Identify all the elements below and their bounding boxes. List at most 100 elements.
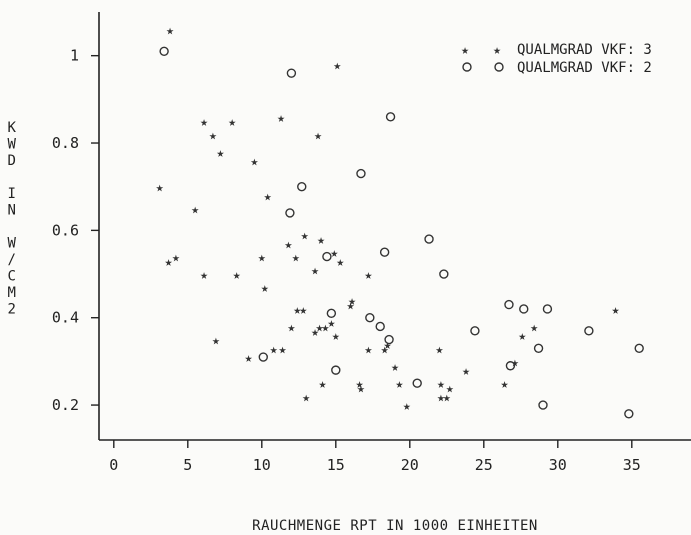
- y-tick-label: 0.6: [52, 221, 79, 239]
- y-axis-title-char: M: [8, 285, 17, 301]
- data-point-star: ★: [311, 325, 319, 340]
- data-point-circle: [365, 313, 375, 323]
- data-point-star: ★: [200, 268, 208, 283]
- data-point-star: ★: [322, 320, 330, 335]
- y-tick-label: 0.2: [52, 396, 79, 414]
- axes-frame: [98, 12, 691, 441]
- data-point-star: ★: [446, 382, 454, 397]
- data-point-star: ★: [443, 390, 451, 405]
- data-point-circle: [285, 208, 295, 218]
- x-tick-label: 15: [327, 456, 345, 474]
- y-axis-title-char: W: [8, 236, 17, 252]
- data-point-circle: [634, 343, 644, 353]
- legend-circle-marker-2: [494, 62, 504, 72]
- data-point-circle: [326, 308, 337, 319]
- data-point-star: ★: [347, 299, 355, 314]
- x-tick-label: 25: [475, 456, 493, 474]
- x-tick-label: 0: [109, 456, 118, 474]
- y-axis-title-char: N: [8, 203, 17, 219]
- data-point-star: ★: [233, 268, 241, 283]
- legend: ★ ★ QUALMGRAD VKF: 3 QUALMGRAD VKF: 2: [461, 42, 652, 76]
- data-point-star: ★: [250, 154, 258, 169]
- data-point-star: ★: [314, 128, 322, 143]
- data-point-star: ★: [200, 115, 208, 130]
- data-point-circle: [384, 334, 394, 345]
- data-point-star: ★: [287, 320, 295, 335]
- data-point-star: ★: [396, 377, 404, 392]
- y-axis-title-char: K: [8, 120, 17, 136]
- data-point-circle: [356, 168, 366, 179]
- data-point-circle: [286, 68, 297, 78]
- y-axis-title-char: D: [8, 153, 17, 169]
- legend-circle-marker-1: [462, 62, 472, 72]
- data-point-star: ★: [530, 320, 538, 335]
- y-ticks: 0.2 0.4 0.6 0.8 1: [52, 47, 99, 414]
- data-point-star: ★: [165, 255, 173, 270]
- data-point-star: ★: [348, 294, 356, 309]
- data-point-star: ★: [462, 364, 470, 379]
- y-tick-label: 1: [70, 47, 79, 65]
- data-point-star: ★: [285, 237, 293, 252]
- data-point-star: ★: [245, 351, 253, 366]
- x-tick-label: 20: [401, 456, 419, 474]
- data-point-star: ★: [228, 115, 236, 130]
- data-point-star: ★: [209, 128, 217, 143]
- legend-label-vkf3: QUALMGRAD VKF: 3: [517, 42, 652, 58]
- data-point-star: ★: [316, 320, 324, 335]
- data-point-star: ★: [403, 399, 411, 414]
- data-point-star: ★: [191, 203, 199, 218]
- data-point-circle: [379, 247, 390, 257]
- data-point-circle: [322, 251, 332, 262]
- data-point-star: ★: [357, 382, 365, 397]
- data-point-star: ★: [327, 316, 335, 331]
- data-point-star: ★: [301, 229, 309, 244]
- legend-star-marker-1: ★: [461, 43, 469, 58]
- data-point-circle: [412, 378, 422, 388]
- data-point-circle: [533, 343, 544, 353]
- data-point-star: ★: [216, 146, 224, 161]
- data-point-star: ★: [264, 189, 272, 204]
- data-point-circle: [624, 409, 634, 419]
- data-point-circle: [385, 112, 396, 122]
- y-axis-title-char: W: [8, 137, 17, 153]
- data-point-star: ★: [332, 329, 340, 344]
- data-point-circle: [424, 234, 434, 244]
- data-point-star: ★: [435, 342, 443, 357]
- data-point-star: ★: [518, 329, 526, 344]
- data-point-circle: [297, 181, 307, 192]
- data-point-star: ★: [212, 334, 220, 349]
- data-point-star: ★: [293, 303, 301, 318]
- legend-label-vkf2: QUALMGRAD VKF: 2: [517, 60, 652, 76]
- data-point-star: ★: [292, 251, 300, 266]
- data-point-circle: [542, 304, 553, 314]
- data-point-star: ★: [261, 281, 269, 296]
- data-point-star: ★: [270, 342, 278, 357]
- data-point-star: ★: [277, 111, 285, 126]
- data-point-star: ★: [302, 390, 310, 405]
- data-point-star: ★: [319, 377, 327, 392]
- data-point-circle: [519, 304, 529, 314]
- x-tick-label: 5: [183, 456, 192, 474]
- data-point-star: ★: [391, 360, 399, 375]
- data-point-star: ★: [364, 268, 372, 283]
- data-point-star: ★: [172, 251, 180, 266]
- x-tick-label: 35: [623, 456, 641, 474]
- data-point-star: ★: [437, 390, 445, 405]
- data-point-circle: [439, 269, 449, 279]
- data-point-star: ★: [364, 342, 372, 357]
- data-point-circle: [505, 361, 516, 371]
- legend-star-marker-2: ★: [493, 43, 501, 58]
- y-tick-label: 0.4: [52, 309, 79, 327]
- y-axis-title-char: 2: [8, 302, 17, 318]
- data-point-circle: [584, 326, 594, 336]
- data-point-star: ★: [258, 251, 266, 266]
- data-point-star: ★: [279, 342, 287, 357]
- data-point-star: ★: [317, 233, 325, 248]
- data-point-circle: [258, 352, 268, 362]
- data-point-circle: [375, 321, 385, 332]
- data-point-circle: [504, 299, 514, 310]
- data-point-star: ★: [437, 377, 445, 392]
- data-point-star: ★: [311, 264, 319, 279]
